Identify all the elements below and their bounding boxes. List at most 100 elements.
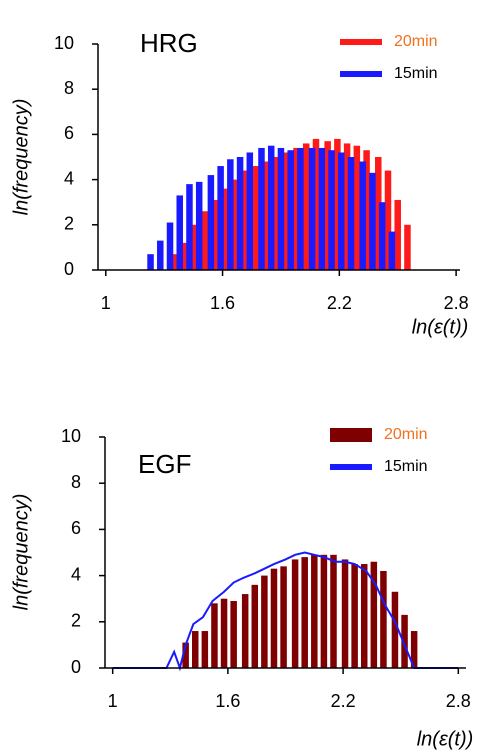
bar bbox=[232, 179, 240, 270]
bar bbox=[363, 150, 370, 270]
bar bbox=[172, 254, 180, 270]
x-axis-label: ln(ε(t)) bbox=[417, 728, 474, 750]
y-tick-label: 0 bbox=[71, 657, 81, 677]
y-tick-label: 10 bbox=[54, 33, 74, 53]
bar bbox=[302, 143, 310, 270]
bar bbox=[291, 559, 299, 668]
bar bbox=[270, 568, 278, 668]
bar bbox=[246, 152, 254, 270]
bar bbox=[201, 211, 209, 270]
y-tick-label: 4 bbox=[64, 168, 74, 188]
bar bbox=[277, 147, 285, 270]
x-tick-label: 2.8 bbox=[444, 293, 469, 313]
y-tick-label: 8 bbox=[71, 472, 81, 492]
legend-label: 20min bbox=[394, 33, 438, 50]
bar bbox=[384, 170, 392, 270]
bar bbox=[351, 564, 358, 668]
bar bbox=[176, 195, 183, 270]
bar bbox=[318, 147, 326, 270]
bar bbox=[261, 575, 268, 668]
bar bbox=[182, 242, 189, 270]
bar bbox=[251, 584, 259, 668]
bar bbox=[186, 184, 193, 270]
bar bbox=[267, 145, 275, 270]
bar bbox=[227, 159, 234, 270]
bar bbox=[343, 143, 351, 270]
y-tick-label: 2 bbox=[64, 214, 74, 234]
x-tick-label: 1.6 bbox=[210, 293, 235, 313]
bar bbox=[262, 161, 269, 270]
bar bbox=[258, 147, 265, 270]
bar bbox=[388, 231, 396, 270]
legend-swatch bbox=[330, 428, 372, 442]
y-axis-label: ln(frequency) bbox=[10, 99, 32, 216]
bar bbox=[166, 222, 174, 270]
bar bbox=[223, 188, 230, 270]
line bbox=[112, 551, 459, 672]
bar bbox=[328, 150, 335, 270]
x-tick-label: 1 bbox=[101, 293, 111, 313]
bar bbox=[341, 559, 349, 668]
bar bbox=[320, 554, 328, 668]
bar bbox=[394, 199, 401, 270]
bar bbox=[252, 166, 259, 270]
bar bbox=[280, 566, 287, 668]
bar bbox=[353, 145, 361, 270]
legend-swatch bbox=[340, 39, 382, 45]
bar bbox=[370, 561, 378, 668]
bar bbox=[312, 138, 320, 270]
y-axis-label: ln(frequency) bbox=[10, 494, 32, 611]
bar bbox=[192, 224, 199, 270]
legend-label: 20min bbox=[384, 426, 428, 443]
legend-swatch bbox=[330, 464, 372, 470]
bar bbox=[195, 181, 203, 270]
bar bbox=[293, 147, 300, 270]
bar bbox=[157, 240, 164, 270]
y-tick-label: 2 bbox=[71, 611, 81, 631]
x-tick-label: 2.2 bbox=[327, 293, 352, 313]
bar bbox=[201, 631, 209, 668]
bar bbox=[301, 557, 308, 668]
y-tick-label: 6 bbox=[71, 518, 81, 538]
bar bbox=[347, 157, 355, 270]
bar bbox=[324, 141, 331, 270]
x-tick-label: 2.8 bbox=[446, 691, 471, 711]
x-tick-label: 1 bbox=[108, 691, 118, 711]
bar bbox=[297, 147, 304, 270]
bar bbox=[217, 166, 224, 270]
bar bbox=[360, 564, 368, 668]
bar bbox=[287, 150, 294, 270]
bar bbox=[211, 603, 218, 668]
x-tick-label: 2.2 bbox=[331, 691, 356, 711]
y-tick-label: 6 bbox=[64, 123, 74, 143]
bar bbox=[378, 202, 386, 270]
bar bbox=[182, 642, 189, 668]
bar bbox=[338, 152, 345, 270]
bar bbox=[192, 631, 199, 668]
bar bbox=[207, 175, 215, 270]
bar bbox=[311, 554, 318, 668]
bar bbox=[236, 157, 244, 270]
x-tick-label: 1.6 bbox=[215, 691, 240, 711]
bar bbox=[359, 161, 366, 270]
bar bbox=[283, 152, 291, 270]
bar bbox=[230, 601, 237, 668]
bar bbox=[211, 199, 219, 270]
y-tick-label: 8 bbox=[64, 78, 74, 98]
bar bbox=[334, 138, 341, 270]
chart-title: EGF bbox=[138, 449, 191, 479]
legend-label: 15min bbox=[384, 458, 428, 475]
y-tick-label: 10 bbox=[61, 426, 81, 446]
bar bbox=[242, 170, 250, 270]
bar bbox=[375, 157, 382, 270]
bar bbox=[410, 631, 418, 668]
bar bbox=[330, 554, 337, 668]
chart-title: HRG bbox=[140, 28, 198, 58]
bar bbox=[147, 254, 154, 270]
x-axis-label: ln(ε(t)) bbox=[412, 316, 469, 338]
bar bbox=[401, 614, 408, 668]
legend-swatch bbox=[340, 71, 382, 77]
bar bbox=[220, 598, 228, 668]
bar bbox=[380, 570, 387, 668]
